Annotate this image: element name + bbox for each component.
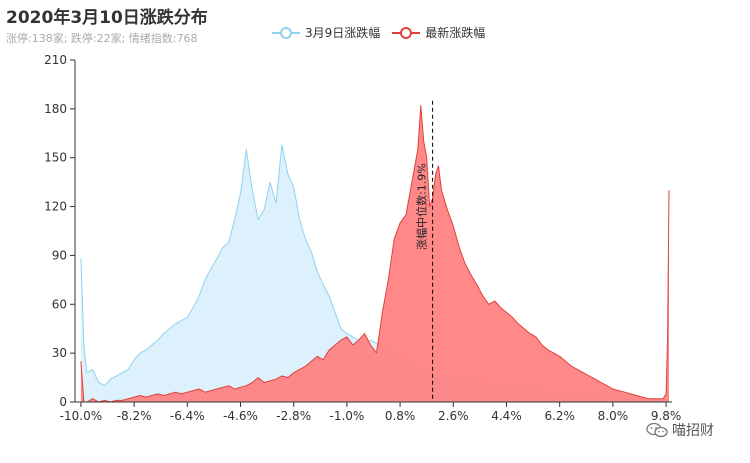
legend-item-latest[interactable]: 最新涨跌幅 (392, 24, 485, 41)
x-tick-label-0: -10.0% (60, 409, 102, 423)
y-tick-label-5: 150 (44, 151, 67, 165)
legend-marker-latest-icon (392, 26, 421, 39)
watermark-text: 喵招财 (672, 423, 714, 439)
legend-marker-prev-icon (272, 26, 300, 39)
x-tick-label-9: 6.2% (544, 409, 575, 423)
median-label: 涨幅中位数:1.9% (415, 163, 429, 250)
x-tick-label-5: -1.0% (329, 409, 364, 423)
x-tick-label-6: 0.8% (385, 409, 416, 423)
x-tick-label-2: -6.4% (170, 409, 205, 423)
legend-label-latest: 最新涨跌幅 (425, 26, 486, 40)
x-tick-label-8: 4.4% (491, 409, 522, 423)
x-tick-label-10: 8.0% (598, 409, 629, 423)
y-tick-label-7: 210 (44, 53, 67, 67)
x-tick-label-1: -8.2% (117, 409, 152, 423)
legend-item-prev[interactable]: 3月9日涨跌幅 (272, 24, 380, 41)
y-tick-label-1: 30 (52, 346, 67, 360)
legend-label-prev: 3月9日涨跌幅 (305, 26, 381, 40)
watermark: 喵招财 (646, 420, 714, 440)
x-tick-label-3: -4.6% (223, 409, 258, 423)
series-area-1 (80, 105, 669, 402)
x-tick-label-7: 2.6% (438, 409, 469, 423)
chart-title: 2020年3月10日涨跌分布 (6, 8, 208, 28)
series-line-1 (80, 105, 670, 403)
wechat-icon (646, 422, 668, 438)
y-tick-label-4: 120 (44, 200, 67, 214)
chart-subtitle: 涨停:138家; 跌停:22家; 情绪指数:768 (6, 32, 198, 45)
y-tick-label-0: 0 (59, 395, 67, 409)
y-tick-label-3: 90 (52, 248, 67, 262)
x-tick-label-4: -2.8% (276, 409, 311, 423)
y-tick-label-2: 60 (52, 297, 67, 311)
x-tick-label-11: 9.8% (651, 409, 682, 423)
series-area-0 (80, 144, 667, 402)
y-tick-label-6: 180 (44, 102, 67, 116)
chart-legend: 3月9日涨跌幅 最新涨跌幅 (272, 24, 497, 41)
